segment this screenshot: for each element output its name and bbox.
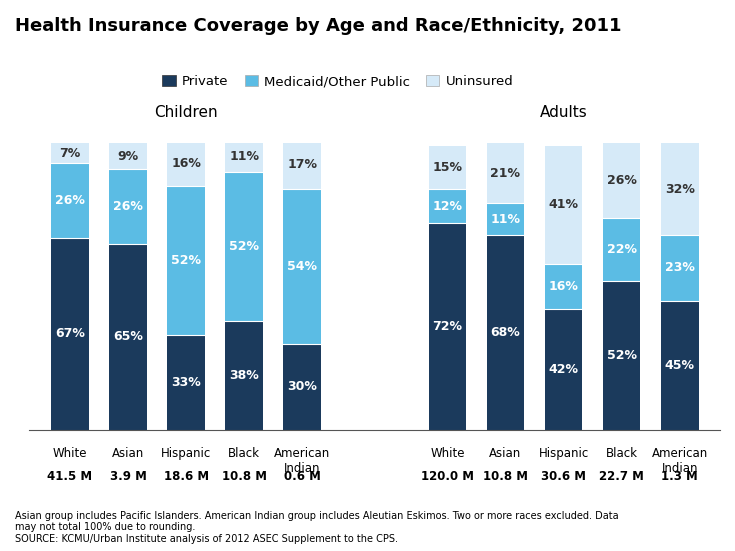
Bar (661, 143, 698, 235)
Text: 16%: 16% (548, 280, 578, 293)
Text: American
Indian: American Indian (274, 447, 331, 475)
Text: American
Indian: American Indian (651, 447, 708, 475)
Text: Black: Black (229, 447, 260, 460)
Text: 42%: 42% (548, 363, 578, 376)
Bar (661, 301, 698, 430)
Text: White: White (430, 447, 465, 460)
Text: Asian group includes Pacific Islanders. American Indian group includes Aleutian : Asian group includes Pacific Islanders. … (15, 511, 618, 521)
Text: 52%: 52% (229, 240, 259, 253)
Text: 26%: 26% (113, 200, 143, 213)
Text: 32%: 32% (664, 182, 695, 196)
Bar (226, 321, 263, 430)
Bar (110, 169, 147, 244)
Bar (168, 186, 205, 335)
Text: Asian: Asian (112, 447, 144, 460)
Bar (487, 203, 524, 235)
Text: White: White (53, 447, 87, 460)
Bar (110, 244, 147, 430)
Bar (487, 235, 524, 430)
Bar (168, 141, 205, 186)
Bar (429, 224, 466, 430)
Text: 11%: 11% (229, 150, 259, 163)
Text: 30.6 M: 30.6 M (541, 470, 586, 483)
Bar (284, 344, 321, 430)
Text: Black: Black (606, 447, 637, 460)
Bar (603, 281, 640, 430)
Bar (545, 310, 582, 430)
Bar (603, 218, 640, 281)
Text: 12%: 12% (432, 200, 462, 213)
Text: 23%: 23% (664, 261, 695, 274)
Bar (429, 146, 466, 189)
Text: 0.6 M: 0.6 M (284, 470, 320, 483)
Text: 45%: 45% (664, 359, 695, 372)
Bar (284, 189, 321, 344)
Text: 41.5 M: 41.5 M (48, 470, 93, 483)
Bar (168, 335, 205, 430)
Bar (226, 141, 263, 172)
Text: 18.6 M: 18.6 M (164, 470, 209, 483)
Text: 72%: 72% (432, 320, 462, 333)
Bar (661, 235, 698, 301)
Text: 1.3 M: 1.3 M (662, 470, 698, 483)
Text: 26%: 26% (55, 194, 85, 207)
Bar (51, 163, 89, 238)
Text: 10.8 M: 10.8 M (483, 470, 528, 483)
Bar (284, 141, 321, 189)
Bar (545, 263, 582, 310)
Bar (51, 238, 89, 430)
Text: Hispanic: Hispanic (161, 447, 211, 460)
Text: 41%: 41% (548, 198, 578, 212)
Text: Health Insurance Coverage by Age and Race/Ethnicity, 2011: Health Insurance Coverage by Age and Rac… (15, 17, 621, 35)
Text: Adults: Adults (539, 105, 587, 120)
Legend: Private, Medicaid/Other Public, Uninsured: Private, Medicaid/Other Public, Uninsure… (157, 70, 519, 94)
Text: Asian: Asian (490, 447, 522, 460)
Text: 10.8 M: 10.8 M (222, 470, 267, 483)
Text: 54%: 54% (287, 260, 318, 273)
Text: 26%: 26% (606, 174, 637, 187)
Text: 17%: 17% (287, 158, 318, 171)
Text: 15%: 15% (432, 161, 462, 174)
Text: 9%: 9% (118, 150, 139, 163)
Text: Hispanic: Hispanic (539, 447, 589, 460)
Bar (545, 146, 582, 263)
Text: Children: Children (154, 105, 218, 120)
Text: 52%: 52% (171, 254, 201, 267)
Text: 67%: 67% (55, 327, 85, 341)
Bar (226, 172, 263, 321)
Text: 22.7 M: 22.7 M (599, 470, 644, 483)
Text: SOURCE: KCMU/Urban Institute analysis of 2012 ASEC Supplement to the CPS.: SOURCE: KCMU/Urban Institute analysis of… (15, 534, 398, 544)
Bar (429, 189, 466, 224)
Text: 21%: 21% (490, 167, 520, 180)
Bar (487, 143, 524, 203)
Text: 120.0 M: 120.0 M (421, 470, 474, 483)
Text: 22%: 22% (606, 243, 637, 256)
Text: may not total 100% due to rounding.: may not total 100% due to rounding. (15, 522, 195, 532)
Text: 65%: 65% (113, 330, 143, 343)
Text: 16%: 16% (171, 157, 201, 170)
Bar (110, 143, 147, 169)
Bar (603, 143, 640, 218)
Text: 3.9 M: 3.9 M (110, 470, 146, 483)
Text: 68%: 68% (490, 326, 520, 339)
Text: 7%: 7% (60, 147, 81, 160)
Text: 38%: 38% (229, 369, 259, 382)
Text: 52%: 52% (606, 349, 637, 362)
Text: 33%: 33% (171, 376, 201, 389)
Text: 11%: 11% (490, 213, 520, 226)
Bar (51, 143, 89, 163)
Text: 30%: 30% (287, 380, 318, 393)
